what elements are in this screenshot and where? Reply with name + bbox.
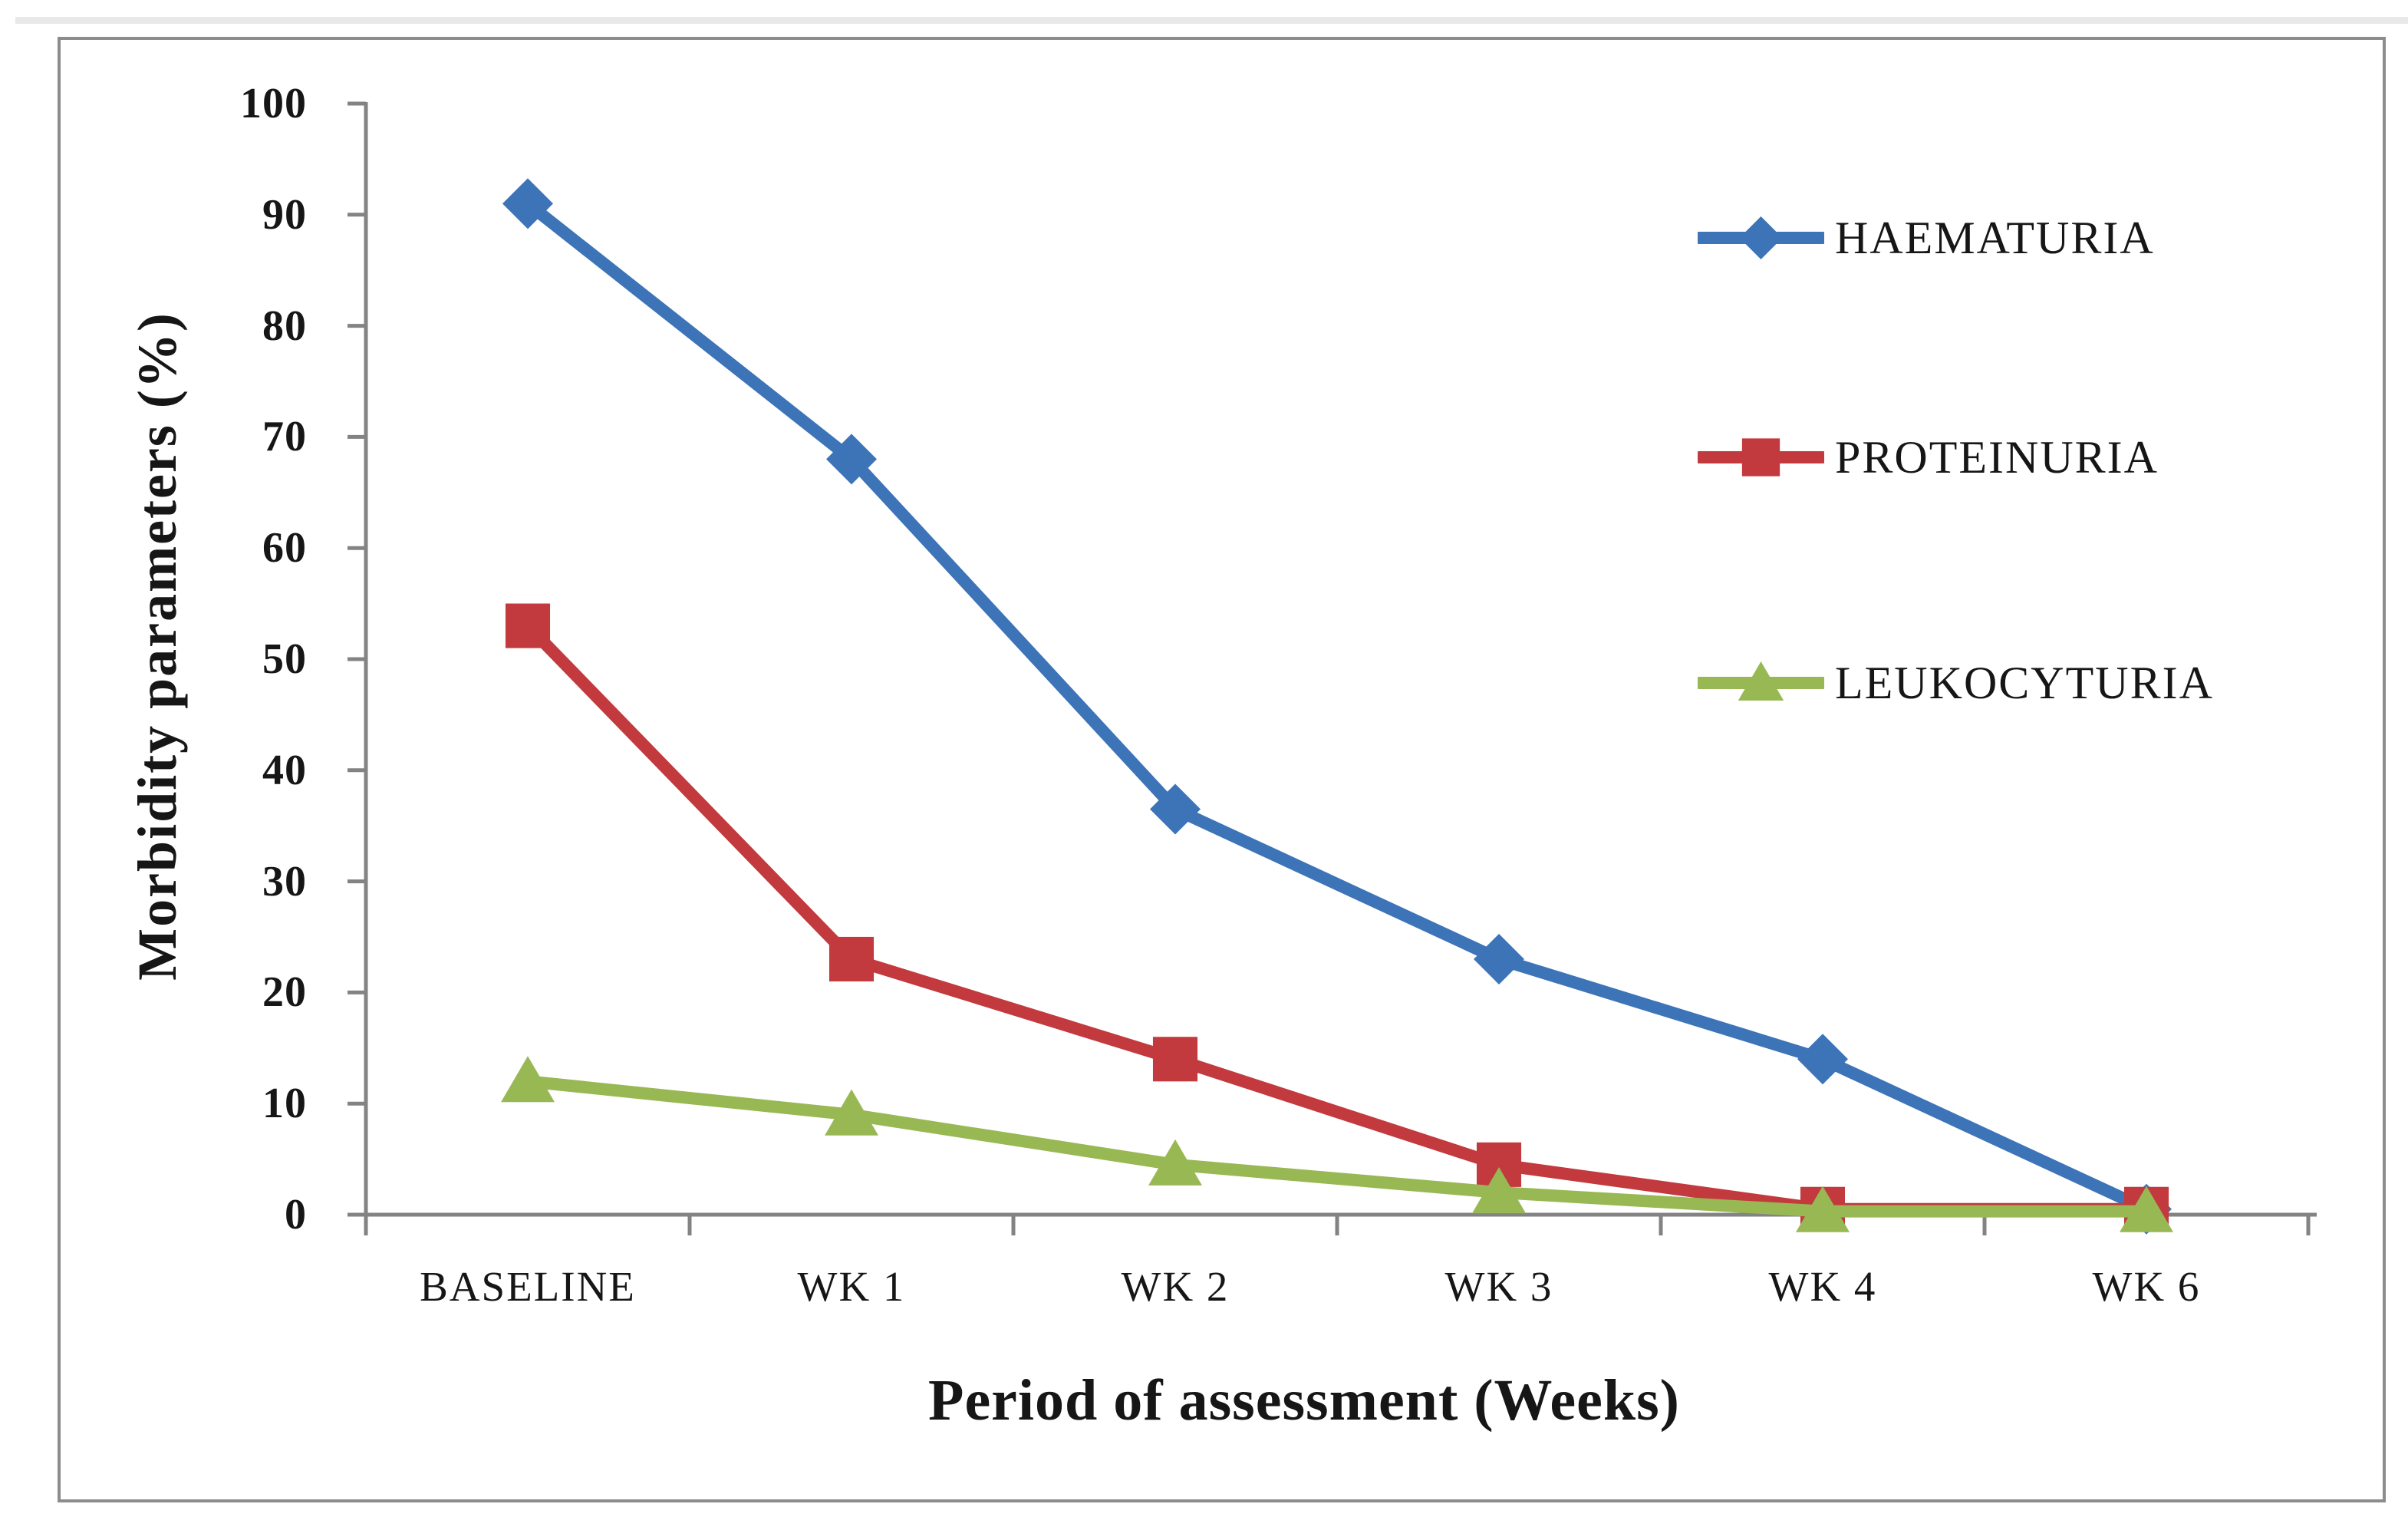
y-tick-label: 90 — [262, 190, 307, 239]
y-tick-label: 100 — [240, 80, 307, 127]
legend-item-proteinuria: PROTEINURIA — [1698, 422, 2159, 493]
page-top-strip — [15, 17, 2408, 24]
data-point-proteinuria-wk-2 — [1152, 1037, 1198, 1082]
data-point-haematuria-wk-2 — [1150, 783, 1201, 835]
data-point-haematuria-baseline — [502, 178, 553, 229]
data-point-haematuria-wk-1 — [826, 434, 877, 485]
legend-item-leukocyturia: LEUKOCYTURIA — [1698, 648, 2214, 718]
x-tick-label: WK 3 — [1444, 1263, 1553, 1310]
triangle-legend-marker-icon — [1698, 661, 1824, 701]
legend-label: PROTEINURIA — [1835, 431, 2159, 483]
x-tick-label: WK 1 — [797, 1263, 906, 1310]
x-tick-label: WK 6 — [2092, 1263, 2201, 1310]
diamond-legend-marker-icon — [1698, 216, 1824, 259]
x-tick-label: BASELINE — [420, 1263, 636, 1310]
data-point-haematuria-wk-4 — [1797, 1034, 1848, 1085]
data-point-leukocyturia-wk-4 — [1796, 1186, 1850, 1232]
legend-item-haematuria: HAEMATURIA — [1698, 203, 2155, 273]
data-point-proteinuria-wk-1 — [828, 936, 875, 981]
data-point-leukocyturia-wk-1 — [825, 1089, 878, 1136]
x-tick-label: WK 2 — [1121, 1263, 1230, 1310]
legend-marker — [1739, 216, 1783, 259]
series-line-haematuria — [522, 197, 2153, 1215]
y-tick-label: 60 — [262, 524, 307, 572]
y-tick-label: 70 — [262, 413, 307, 461]
y-tick-label: 50 — [262, 635, 307, 683]
y-tick-label: 40 — [262, 746, 307, 794]
data-point-haematuria-wk-3 — [1474, 933, 1524, 984]
data-point-leukocyturia-wk-2 — [1148, 1139, 1202, 1186]
y-tick-label: 80 — [262, 302, 307, 350]
figure-frame — [58, 37, 2386, 1502]
data-point-proteinuria-baseline — [505, 603, 551, 648]
legend-marker — [1741, 438, 1780, 477]
y-tick-label: 30 — [262, 857, 307, 905]
y-tick-label: 20 — [262, 968, 307, 1017]
data-point-leukocyturia-wk-3 — [1472, 1167, 1526, 1214]
series-line-leukocyturia — [522, 1075, 2153, 1218]
x-tick-label: WK 4 — [1768, 1263, 1877, 1310]
data-point-leukocyturia-baseline — [501, 1056, 555, 1103]
data-point-leukocyturia-wk-6 — [2120, 1186, 2173, 1232]
y-tick-label: 10 — [262, 1080, 307, 1128]
y-axis-title: Morbidity parameters (%) — [127, 312, 188, 981]
legend-label: LEUKOCYTURIA — [1835, 657, 2214, 708]
square-legend-marker-icon — [1698, 438, 1824, 477]
legend-marker — [1738, 661, 1784, 701]
y-tick-label: 0 — [285, 1191, 307, 1238]
legend-label: HAEMATURIA — [1835, 212, 2155, 263]
x-axis-title: Period of assessment (Weeks) — [928, 1368, 1680, 1433]
